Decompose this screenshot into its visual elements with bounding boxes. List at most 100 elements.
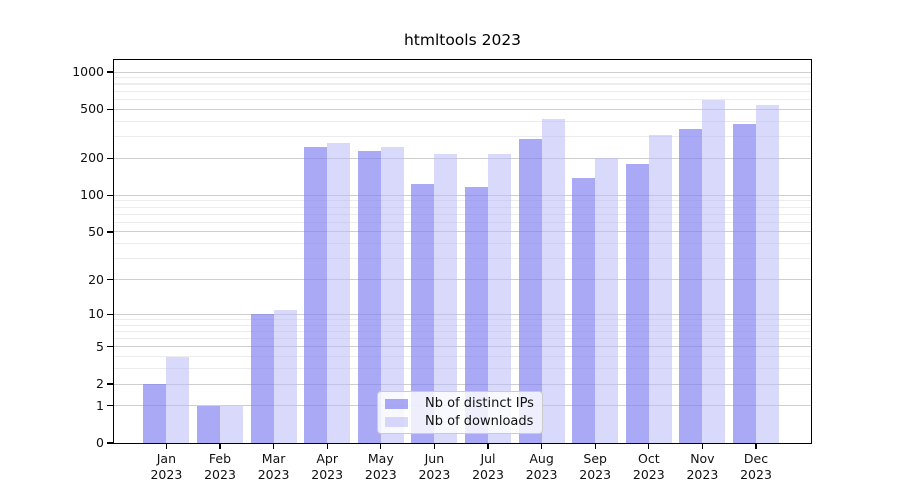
x-tick-month: Jul [480, 451, 496, 466]
x-tick-label-mar: Mar 2023 [239, 451, 309, 482]
legend-item-downloads: Nb of downloads [385, 414, 535, 429]
x-tick-mark [219, 443, 221, 449]
x-tick-month: Oct [637, 451, 660, 466]
x-tick-year: 2023 [740, 466, 772, 482]
legend-item-distinct-ips: Nb of distinct IPs [385, 396, 535, 411]
bar-downloads-aug [541, 118, 565, 443]
x-tick-label-apr: Apr 2023 [292, 451, 362, 482]
bar-downloads-sep [595, 158, 619, 443]
x-tick-year: 2023 [525, 466, 558, 482]
y-tick-mark [107, 405, 114, 407]
y-tick-label: 5 [96, 338, 104, 354]
bar-downloads-apr [327, 142, 351, 443]
x-tick-mark [380, 443, 382, 449]
x-tick-label-dec: Dec 2023 [721, 451, 791, 482]
x-tick-label-jan: Jan 2023 [131, 451, 201, 482]
x-tick-label-jul: Jul 2023 [453, 451, 523, 482]
bar-downloads-nov [702, 100, 726, 443]
x-tick-mark [272, 443, 275, 449]
x-tick-year: 2023 [579, 466, 612, 482]
x-tick-month: Feb [208, 451, 232, 466]
legend-label-distinct-ips: Nb of distinct IPs [425, 396, 534, 411]
minor-gridline [114, 338, 811, 340]
minor-gridline [114, 318, 811, 320]
y-tick-mark [107, 442, 114, 444]
y-tick-label: 50 [88, 223, 104, 239]
x-tick-year: 2023 [418, 466, 451, 482]
bar-ips-nov [679, 129, 703, 443]
x-tick-year: 2023 [257, 466, 290, 482]
minor-gridline [114, 213, 811, 215]
major-gridline [114, 231, 811, 233]
x-tick-mark [433, 443, 436, 449]
minor-gridline [114, 330, 811, 332]
x-tick-label-may: May 2023 [346, 451, 416, 482]
bar-ips-sep [572, 178, 596, 443]
x-tick-year: 2023 [472, 466, 504, 482]
minor-gridline [114, 90, 811, 92]
x-tick-mark [487, 443, 489, 449]
chart-title: htmltools 2023 [403, 31, 522, 49]
legend: Nb of distinct IPs Nb of downloads [377, 391, 543, 434]
legend-swatch-downloads [385, 416, 408, 427]
bar-ips-oct [625, 164, 649, 443]
minor-gridline [114, 77, 811, 79]
x-tick-mark [648, 443, 650, 449]
x-tick-year: 2023 [311, 466, 344, 482]
y-tick-mark [107, 346, 114, 348]
x-tick-mark [755, 443, 757, 449]
x-tick-mark [594, 443, 596, 449]
x-tick-month: Jan [156, 451, 177, 466]
minor-gridline [114, 83, 811, 85]
x-tick-label-aug: Aug 2023 [507, 451, 577, 482]
major-gridline [114, 279, 811, 281]
minor-gridline [114, 258, 811, 260]
major-gridline [114, 108, 811, 110]
y-tick-label: 0 [96, 435, 104, 450]
y-tick-mark [107, 278, 114, 281]
y-tick-label: 500 [80, 101, 104, 117]
x-tick-month: Dec [743, 451, 769, 466]
major-gridline [114, 157, 811, 159]
bar-downloads-jun [434, 154, 458, 443]
bar-downloads-oct [648, 134, 672, 443]
bar-downloads-may [380, 147, 404, 443]
y-tick-label: 100 [80, 187, 104, 203]
minor-gridline [114, 368, 811, 370]
x-tick-label-oct: Oct 2023 [614, 451, 684, 482]
y-tick-mark [107, 194, 114, 196]
major-gridline [114, 313, 811, 315]
y-tick-label: 200 [80, 150, 104, 166]
bar-ips-aug [518, 138, 542, 443]
minor-gridline [114, 221, 811, 223]
x-tick-month: Jun [424, 451, 445, 466]
x-tick-year: 2023 [150, 466, 183, 482]
y-tick-mark [107, 313, 114, 315]
y-tick-label: 20 [88, 271, 104, 287]
minor-gridline [114, 324, 811, 326]
x-tick-year: 2023 [686, 466, 719, 482]
bar-downloads-mar [273, 309, 297, 443]
bar-ips-may [357, 151, 381, 443]
x-tick-year: 2023 [204, 466, 236, 482]
x-tick-month: Nov [690, 451, 715, 466]
y-tick-mark [107, 71, 114, 73]
x-tick-label-sep: Sep 2023 [560, 451, 630, 482]
x-tick-label-feb: Feb 2023 [185, 451, 255, 482]
x-tick-mark [165, 443, 168, 449]
minor-gridline [114, 206, 811, 208]
bar-ips-jul [465, 187, 488, 443]
x-tick-year: 2023 [632, 466, 665, 482]
y-tick-label: 2 [96, 376, 104, 391]
y-tick-mark [107, 157, 114, 159]
y-tick-mark [107, 108, 114, 110]
bar-ips-apr [304, 147, 328, 443]
major-gridline [114, 71, 811, 73]
legend-swatch-distinct-ips [385, 398, 408, 409]
major-gridline [114, 194, 811, 196]
x-tick-label-nov: Nov 2023 [667, 451, 737, 482]
x-tick-month: May [367, 451, 394, 466]
minor-gridline [114, 98, 811, 100]
bar-ips-feb [197, 405, 220, 443]
